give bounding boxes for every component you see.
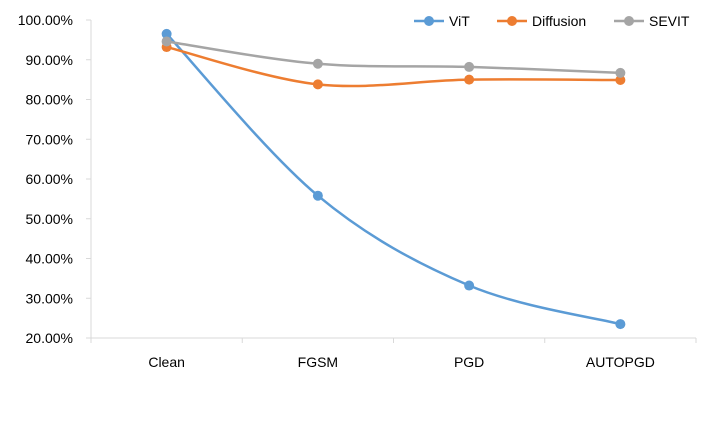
data-point-sevit	[161, 36, 172, 47]
legend: ViT Diffusion SEVIT	[414, 13, 690, 29]
legend-marker-sevit	[624, 16, 634, 26]
legend-label-sevit: SEVIT	[649, 13, 690, 29]
data-point-vit	[464, 280, 475, 291]
series-line-vit	[165, 32, 622, 326]
x-tick-label: FGSM	[298, 354, 338, 370]
y-tick-label: 30.00%	[26, 290, 73, 306]
y-tick-label: 80.00%	[26, 92, 73, 108]
y-tick-label: 20.00%	[26, 330, 73, 346]
legend-label-diffusion: Diffusion	[532, 13, 586, 29]
series-lines	[161, 28, 626, 330]
data-point-sevit	[464, 61, 475, 72]
data-point-vit	[161, 28, 172, 39]
y-tick-label: 70.00%	[26, 131, 73, 147]
data-point-sevit	[312, 58, 323, 69]
legend-label-vit: ViT	[449, 13, 470, 29]
y-tick-label: 90.00%	[26, 52, 73, 68]
y-tick-label: 40.00%	[26, 251, 73, 267]
legend-marker-vit	[424, 16, 434, 26]
data-point-vit	[615, 319, 626, 330]
series-line-diffusion	[165, 45, 622, 88]
data-point-diffusion	[464, 74, 475, 85]
data-point-sevit	[615, 67, 626, 78]
data-point-diffusion	[312, 79, 323, 90]
y-tick-label: 50.00%	[26, 211, 73, 227]
y-tick-label: 100.00%	[18, 12, 73, 28]
y-tick-label: 60.00%	[26, 171, 73, 187]
legend-marker-diffusion	[507, 16, 517, 26]
x-tick-label: Clean	[148, 354, 185, 370]
x-tick-label: PGD	[454, 354, 484, 370]
x-tick-label: AUTOPGD	[586, 354, 655, 370]
axes: 20.00% 30.00% 40.00% 50.00% 60.00% 70.00% 80.0…	[18, 12, 697, 370]
data-point-vit	[312, 190, 323, 201]
series-line-sevit	[165, 40, 622, 75]
data-point-diffusion	[615, 75, 626, 86]
